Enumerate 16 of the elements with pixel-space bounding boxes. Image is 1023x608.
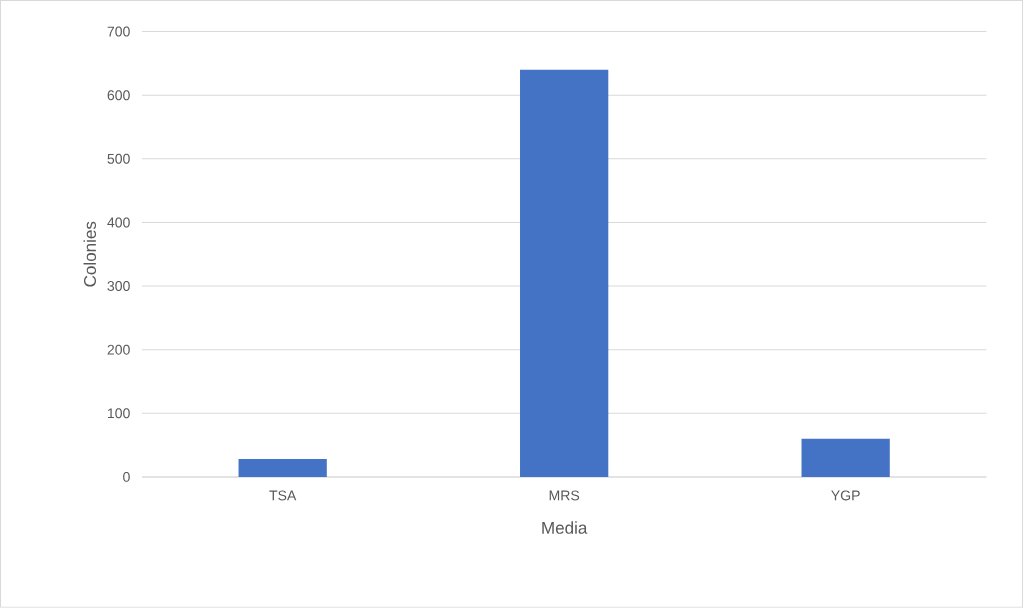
y-tick-label: 0 xyxy=(123,472,130,482)
x-tick-label: YGP xyxy=(831,490,860,501)
y-tick-label: 500 xyxy=(107,153,130,164)
bar xyxy=(520,69,609,478)
bar xyxy=(238,459,327,478)
y-tick-label: 600 xyxy=(107,90,130,101)
bar xyxy=(801,438,890,478)
y-tick-label: 700 xyxy=(107,26,130,37)
y-axis-title: Colonies xyxy=(83,221,97,287)
x-tick-label: MRS xyxy=(549,490,580,501)
y-tick-label: 100 xyxy=(108,408,130,419)
y-tick-label: 300 xyxy=(107,281,130,292)
x-tick-label: TSA xyxy=(269,490,297,501)
y-tick-label: 400 xyxy=(107,217,130,228)
x-axis-title: Media xyxy=(542,521,588,534)
y-tick-label: 200 xyxy=(107,344,130,355)
